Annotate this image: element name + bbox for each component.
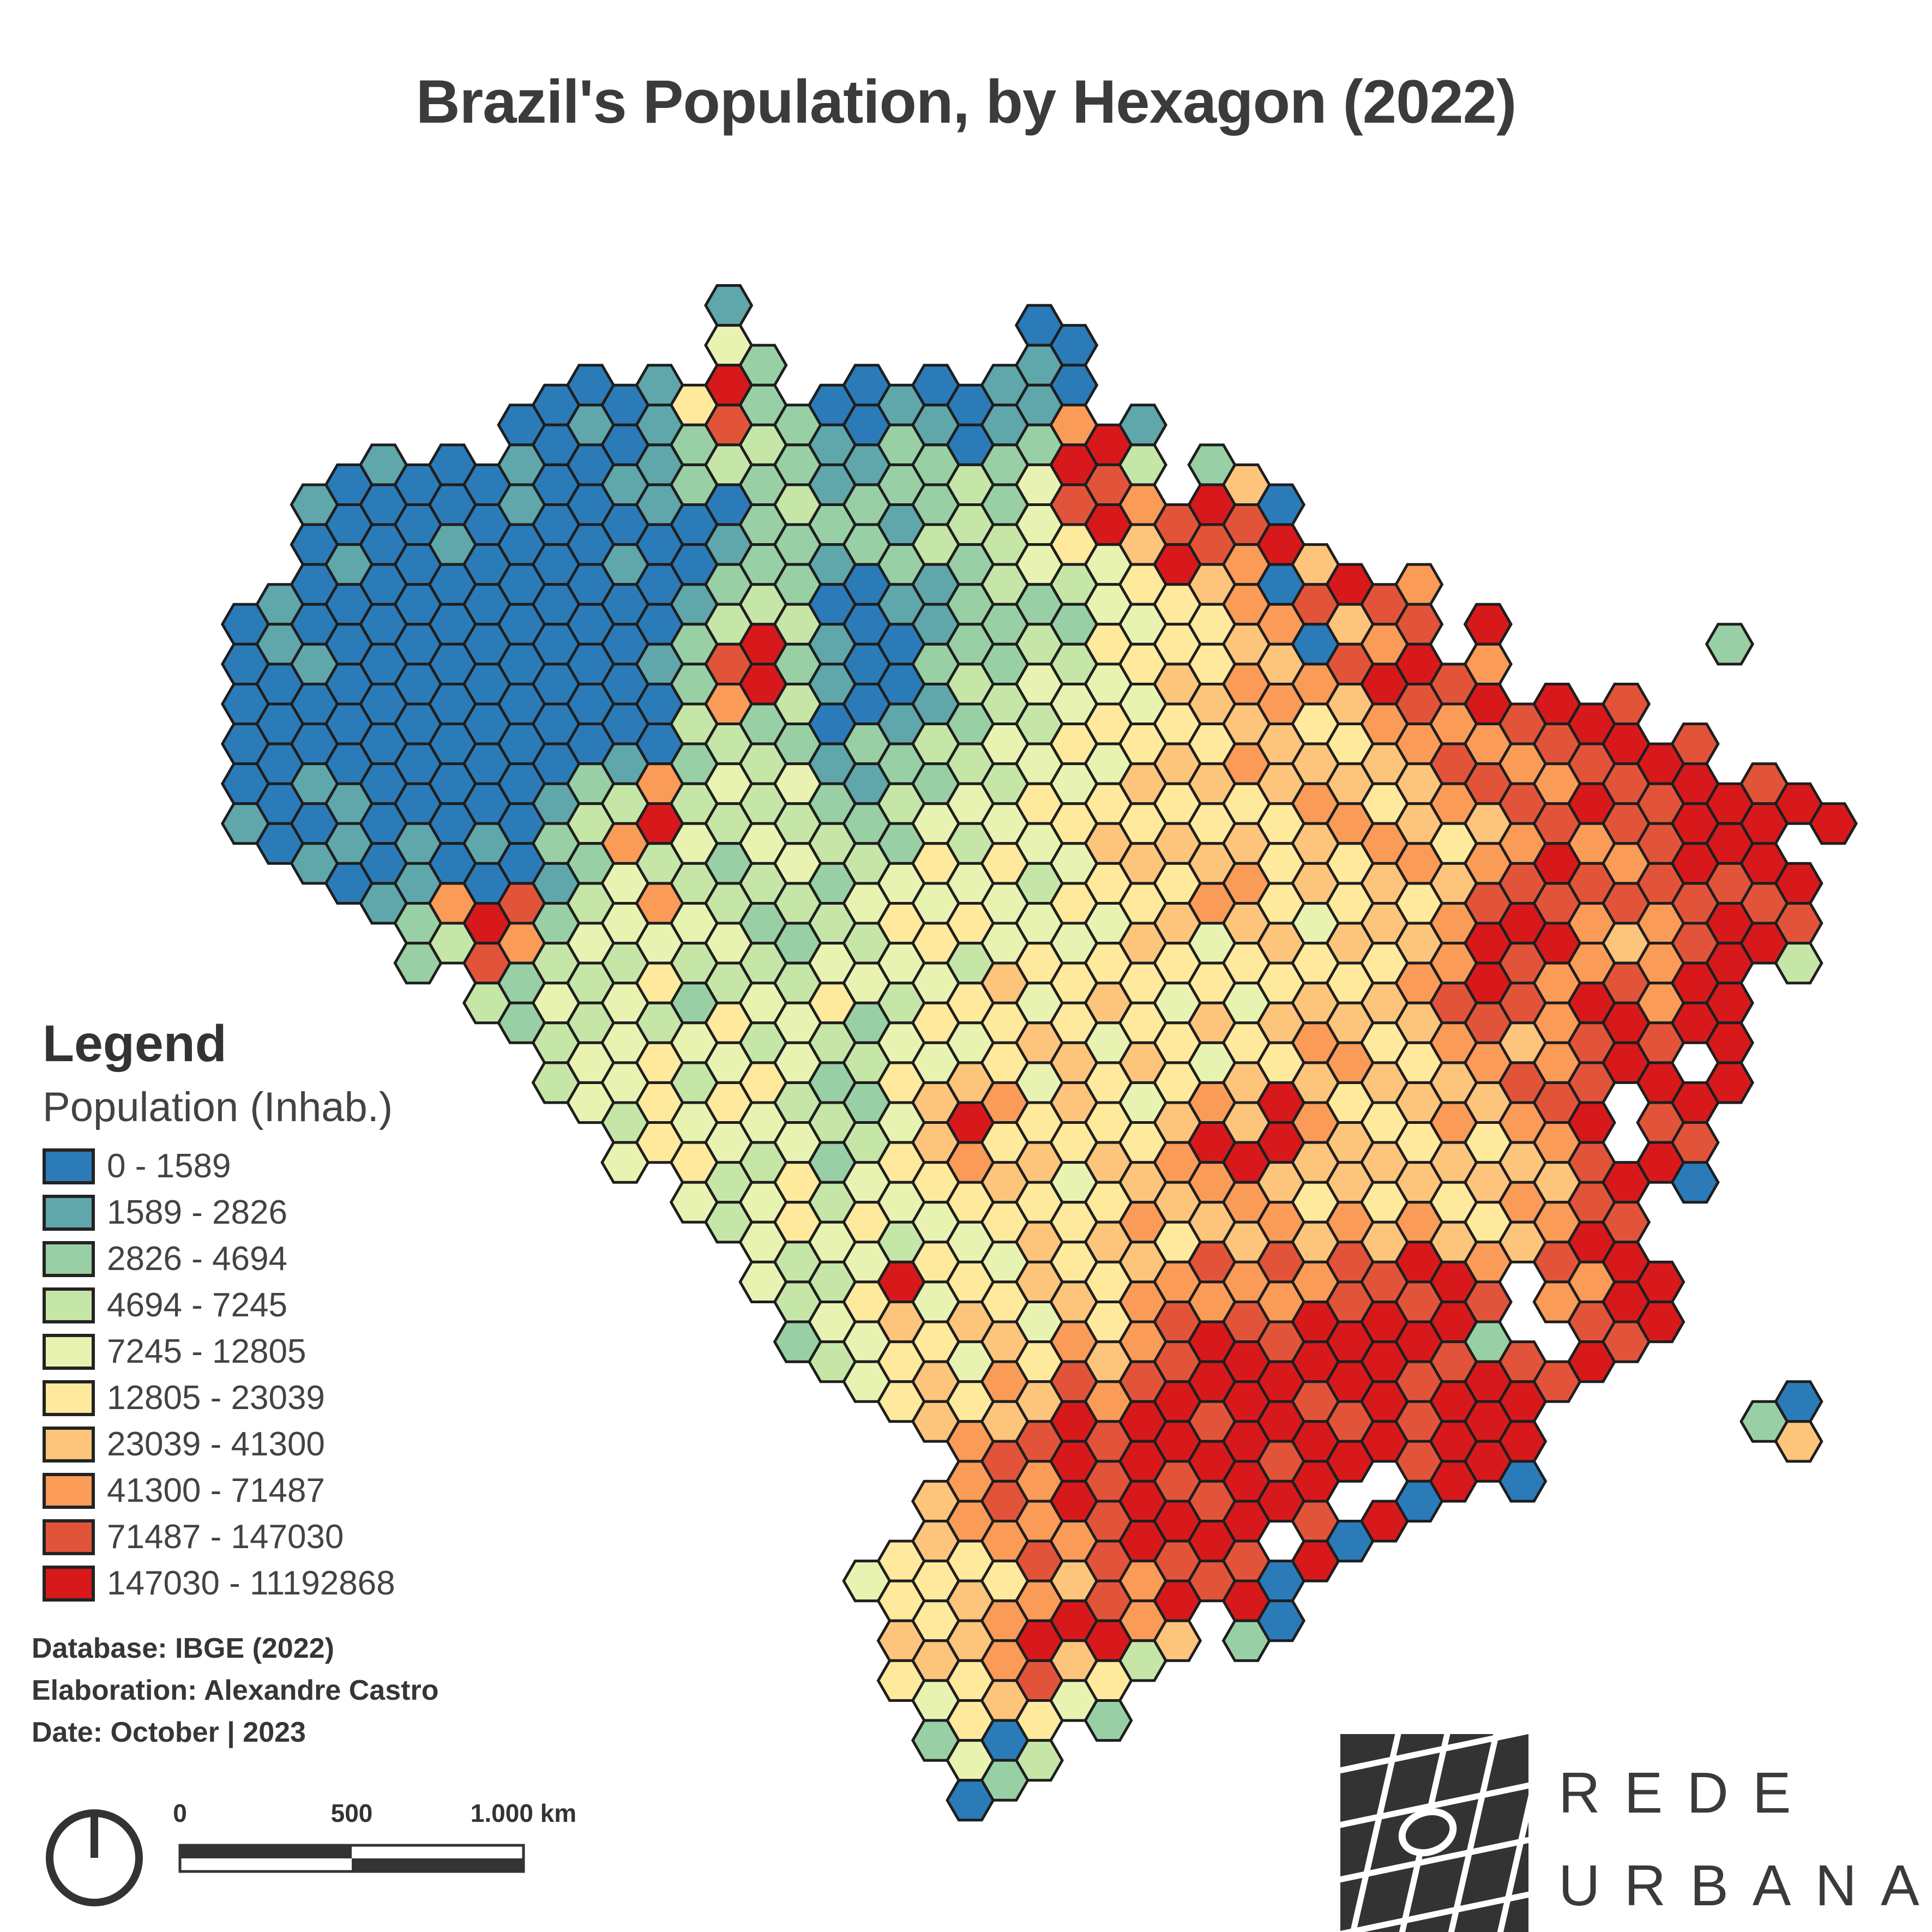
legend-swatch [43,1519,95,1555]
hex-cell [1325,1520,1375,1563]
hex-cell [980,1759,1030,1802]
legend-row: 23039 - 41300 [43,1421,395,1467]
hex-cell [1325,1440,1375,1483]
hex-cell [1601,1161,1651,1204]
legend-row: 71487 - 147030 [43,1514,395,1560]
hex-cell [1808,802,1858,845]
legend-label: 23039 - 41300 [107,1425,325,1463]
hex-cell [1532,1360,1582,1403]
legend-swatch [43,1426,95,1462]
hex-cell [1774,1420,1823,1463]
legend-label: 2826 - 4694 [107,1240,287,1278]
legend-row: 12805 - 23039 [43,1375,395,1421]
legend-row: 41300 - 71487 [43,1467,395,1514]
hex-cell [1118,443,1167,486]
hex-cell [1601,1320,1651,1363]
credit-elaboration: Elaboration: Alexandre Castro [32,1675,439,1706]
hex-cell [1601,683,1651,725]
logo-text-rede: REDE [1558,1761,1815,1825]
scale-bar-graphic [178,1844,525,1873]
legend-label: 1589 - 2826 [107,1194,287,1231]
hex-cell [1774,942,1823,985]
hex-cell [1463,1241,1513,1284]
hex-cell [1256,1560,1306,1603]
hex-cell [1084,1699,1133,1742]
legend-swatch [43,1565,95,1602]
legend-row: 4694 - 7245 [43,1282,395,1328]
legend-swatch [43,1241,95,1277]
legend-row: 2826 - 4694 [43,1236,395,1282]
compass-icon [46,1809,143,1906]
legend-row: 7245 - 12805 [43,1328,395,1375]
hexagon-layer [220,284,1858,1822]
hex-cell [1670,1081,1720,1124]
legend-row: 1589 - 2826 [43,1189,395,1236]
legend-subtitle: Population (Inhab.) [43,1084,393,1130]
logo-text-urbana: URBANA [1558,1853,1932,1918]
legend-swatch [43,1194,95,1231]
hex-cell [1118,404,1167,447]
hex-cell [1705,623,1754,666]
legend: Legend Population (Inhab.) 0 - 1589 1589 … [43,1014,395,1606]
hex-cell [704,284,754,327]
hex-cell [1705,1021,1754,1064]
hex-cell [1670,1161,1720,1204]
legend-row: 0 - 1589 [43,1143,395,1189]
credits: Database: IBGE (2022) Elaboration: Alexa… [32,1628,438,1754]
hex-cell [1740,802,1789,845]
legend-label: 0 - 1589 [107,1147,231,1185]
legend-swatch [43,1380,95,1416]
scale-bar: 0 500 1.000 km [164,1798,578,1886]
legend-label: 12805 - 23039 [107,1379,325,1417]
hex-cell [1394,563,1444,606]
logo-mark-icon [1340,1734,1528,1932]
legend-swatch [43,1287,95,1323]
legend-list: 0 - 1589 1589 - 2826 2826 - 4694 4694 - 724… [43,1143,395,1606]
hex-cell [1463,642,1513,685]
hex-cell [1049,324,1099,367]
legend-heading: Legend [43,1015,227,1073]
legend-swatch [43,1148,95,1184]
legend-label: 41300 - 71487 [107,1472,325,1509]
scale-label-0: 0 [173,1799,187,1827]
credit-date: Date: October | 2023 [32,1717,306,1748]
scale-label-500: 500 [330,1799,373,1827]
hex-cell [1670,1121,1720,1164]
legend-label: 147030 - 11192868 [107,1564,395,1602]
legend-row: 147030 - 11192868 [43,1560,395,1606]
hex-cell [1256,1599,1306,1642]
hex-cell [1394,603,1444,646]
legend-swatch [43,1472,95,1509]
legend-label: 71487 - 147030 [107,1518,344,1556]
hex-cell [1601,1201,1651,1244]
legend-swatch [43,1333,95,1370]
credit-database: Database: IBGE (2022) [32,1633,334,1664]
hex-cell [1118,1639,1167,1682]
map-title: Brazil's Population, by Hexagon (2022) [416,68,1517,136]
hex-cell [1256,483,1306,526]
hex-cell [1463,603,1513,646]
legend-label: 7245 - 12805 [107,1333,306,1370]
hex-cell [1498,1460,1548,1503]
hex-cell [1670,723,1720,766]
legend-label: 4694 - 7245 [107,1286,287,1324]
hex-cell [1049,364,1099,407]
hex-cell [1463,1280,1513,1323]
scale-label-1000km: 1.000 km [470,1799,577,1827]
hex-cell [1394,1479,1444,1523]
